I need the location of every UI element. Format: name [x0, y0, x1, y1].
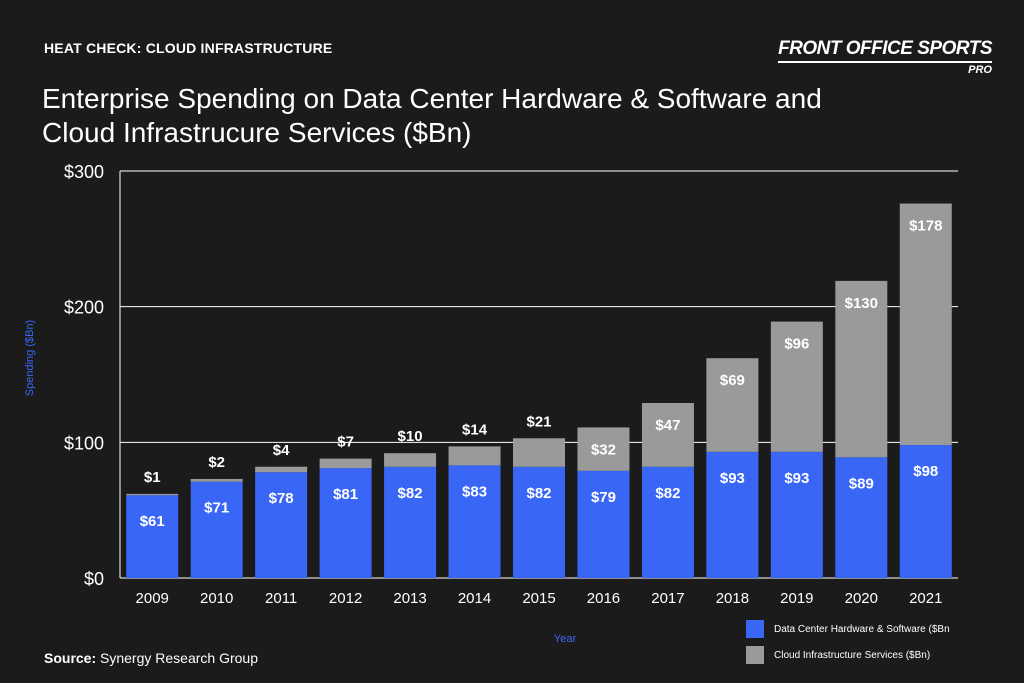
bar-cloud — [126, 493, 179, 496]
source-label: Source: — [44, 650, 97, 666]
x-tick-label: 2009 — [136, 590, 169, 607]
bar-data-center — [641, 466, 694, 578]
x-tick-label: 2011 — [265, 590, 297, 607]
x-tick-label: 2019 — [780, 590, 813, 607]
bar-data-center — [190, 481, 243, 578]
data-label-data-center: $89 — [849, 475, 874, 492]
x-tick-label: 2020 — [845, 590, 878, 607]
y-tick-label: $300 — [64, 162, 104, 182]
bar-data-center — [706, 451, 759, 578]
data-label-data-center: $78 — [269, 490, 294, 507]
legend-label-data-center: Data Center Hardware & Software ($Bn — [774, 623, 950, 635]
data-label-data-center: $93 — [720, 470, 745, 487]
brand-name: FRONT OFFICE SPORTS — [778, 38, 992, 63]
y-tick-label: $200 — [64, 298, 104, 318]
bar-data-center — [319, 468, 372, 578]
data-label-data-center: $82 — [526, 485, 551, 502]
data-label-data-center: $98 — [913, 463, 938, 480]
data-label-cloud: $4 — [273, 442, 290, 459]
x-axis-title: Year — [554, 633, 577, 645]
legend-item-cloud: Cloud Infrastructure Services ($Bn) — [746, 646, 950, 664]
y-tick-label: $100 — [64, 433, 104, 453]
data-label-cloud: $14 — [462, 421, 488, 438]
bar-cloud — [706, 358, 759, 452]
x-tick-label: 2021 — [909, 590, 942, 607]
y-axis-title: Spending ($Bn) — [24, 320, 36, 396]
data-label-data-center: $82 — [655, 485, 680, 502]
bar-data-center — [255, 472, 308, 578]
x-tick-label: 2016 — [587, 590, 620, 607]
data-label-cloud: $7 — [337, 434, 354, 451]
bar-cloud — [384, 453, 437, 467]
y-tick-label: $0 — [84, 569, 104, 589]
x-tick-label: 2013 — [393, 590, 426, 607]
data-label-data-center: $61 — [140, 513, 165, 530]
bar-cloud — [513, 438, 565, 467]
data-label-cloud: $69 — [720, 372, 745, 389]
bar-data-center — [577, 470, 630, 578]
bar-cloud — [770, 321, 823, 452]
bar-cloud — [255, 466, 308, 473]
bar-cloud — [448, 446, 501, 466]
legend-swatch-data-center — [746, 620, 764, 638]
x-tick-label: 2014 — [458, 590, 491, 607]
data-label-data-center: $71 — [204, 500, 229, 517]
chart-title-line-2: Cloud Infrastrucure Services ($Bn) — [42, 117, 472, 148]
x-tick-label: 2018 — [716, 590, 749, 607]
legend-label-cloud: Cloud Infrastructure Services ($Bn) — [774, 649, 931, 661]
data-label-data-center: $79 — [591, 489, 616, 506]
bar-data-center — [899, 445, 952, 578]
x-tick-label: 2015 — [522, 590, 555, 607]
data-label-cloud: $96 — [784, 336, 809, 353]
data-label-data-center: $81 — [333, 486, 358, 503]
data-label-cloud: $130 — [845, 295, 878, 312]
legend-item-data-center: Data Center Hardware & Software ($Bn — [746, 620, 950, 638]
data-label-data-center: $82 — [398, 485, 423, 502]
brand-logo: FRONT OFFICE SPORTS PRO — [778, 38, 992, 76]
data-label-cloud: $2 — [208, 454, 225, 471]
brand-sub: PRO — [968, 64, 992, 76]
bar-cloud — [319, 458, 372, 469]
bar-data-center — [770, 451, 823, 578]
kicker-heading: HEAT CHECK: CLOUD INFRASTRUCTURE — [44, 40, 333, 56]
bar-cloud — [835, 280, 888, 458]
bar-data-center — [448, 465, 501, 578]
bar-cloud — [577, 427, 630, 471]
bar-data-center — [126, 495, 179, 578]
x-tick-label: 2012 — [329, 590, 362, 607]
bar-cloud — [190, 478, 243, 482]
data-label-cloud: $178 — [909, 218, 942, 235]
chart-title-line-1: Enterprise Spending on Data Center Hardw… — [42, 83, 822, 114]
bar-cloud — [641, 402, 694, 467]
bar-data-center — [835, 457, 888, 578]
data-label-cloud: $47 — [655, 417, 680, 434]
chart-legend: Data Center Hardware & Software ($Bn Clo… — [746, 620, 950, 672]
source-text: Synergy Research Group — [100, 650, 258, 666]
chart-title: Enterprise Spending on Data Center Hardw… — [42, 82, 942, 150]
x-tick-label: 2010 — [200, 590, 233, 607]
data-label-data-center: $83 — [462, 483, 487, 500]
source-note: Source: Synergy Research Group — [44, 650, 258, 666]
data-label-cloud: $10 — [398, 428, 423, 445]
bar-cloud — [899, 203, 952, 446]
data-label-cloud: $32 — [591, 441, 616, 458]
data-label-cloud: $1 — [144, 469, 161, 486]
bar-data-center — [513, 466, 565, 578]
x-tick-label: 2017 — [651, 590, 684, 607]
bar-data-center — [384, 466, 437, 578]
legend-swatch-cloud — [746, 646, 764, 664]
data-label-cloud: $21 — [526, 413, 551, 430]
data-label-data-center: $93 — [784, 470, 809, 487]
